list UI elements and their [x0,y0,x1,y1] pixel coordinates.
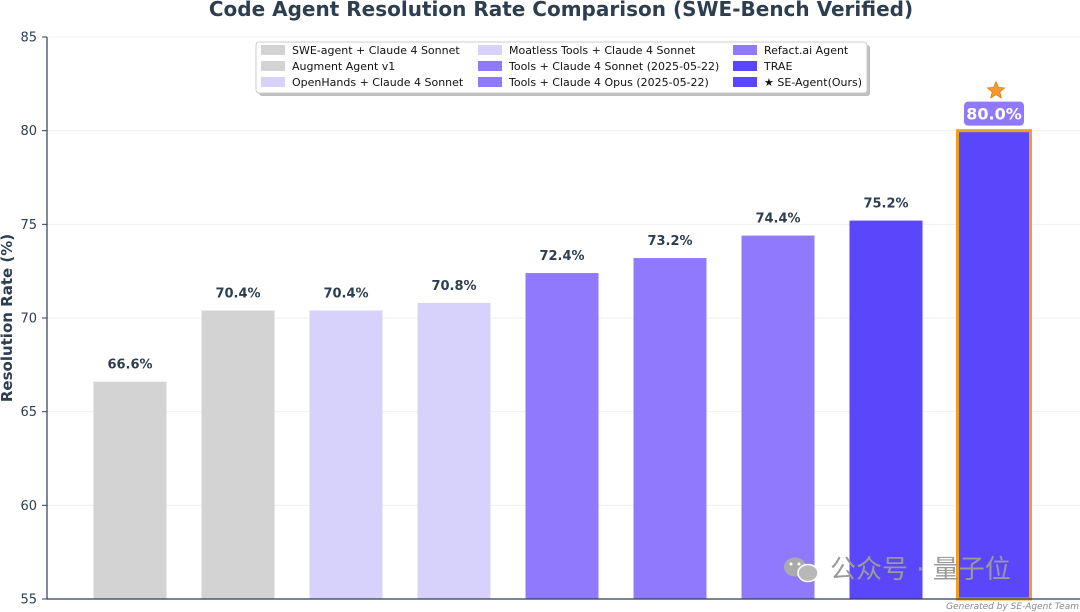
value-label-7: 74.4% [755,212,800,227]
y-tick-label: 65 [20,405,37,420]
footer-credit: Generated by SE-Agent Team [946,602,1079,612]
value-label-4: 70.8% [431,279,476,294]
value-label-8: 75.2% [863,197,908,212]
bars-group [93,129,1032,601]
legend: SWE-agent + Claude 4 Sonnet Augment Agent… [255,41,870,96]
y-axis-ticks: 55 60 65 70 75 80 85 [20,31,47,608]
axes [46,37,1080,600]
legend-swatch-3 [261,77,285,87]
y-axis-label: Resolution Rate (%) [0,234,16,402]
watermark-text: 公众号 · 量子位 [830,555,1011,585]
bar-6 [633,258,707,599]
value-labels-group: 66.6% 70.4% 70.4% 70.8% 72.4% 73.2% 74.4% 75.2%… [107,80,1024,373]
value-label-2: 70.4% [215,287,260,302]
legend-label-8: TRAE [763,60,792,73]
legend-label-5: Tools + Claude 4 Sonnet (2025-05-22) [508,60,719,73]
legend-label-1: SWE-agent + Claude 4 Sonnet [292,44,460,57]
bar-8 [849,220,923,599]
legend-swatch-1 [261,45,285,55]
bar-1 [93,381,167,599]
value-label-5: 72.4% [539,249,584,264]
legend-swatch-6 [478,77,502,87]
legend-swatch-4 [478,45,502,55]
legend-label-4: Moatless Tools + Claude 4 Sonnet [509,44,696,57]
legend-label-9: ★ SE-Agent(Ours) [764,76,862,89]
value-label-1: 66.6% [107,358,152,373]
bar-3 [309,310,383,599]
bar-2 [201,310,275,599]
y-tick-label: 80 [20,124,37,139]
legend-label-7: Refact.ai Agent [764,44,849,57]
y-tick-label: 85 [20,31,37,46]
legend-swatch-7 [733,45,757,55]
value-label-3: 70.4% [323,287,368,302]
y-tick-label: 70 [20,312,37,327]
legend-swatch-5 [478,61,502,71]
legend-swatch-8 [733,61,757,71]
y-tick-label: 55 [20,593,37,608]
watermark: 公众号 · 量子位 [784,555,1011,585]
legend-swatch-2 [261,61,285,71]
bar-5 [525,273,599,599]
star-icon [986,80,1006,99]
value-label-9: 80.0% [966,105,1022,124]
bar-7 [741,235,815,599]
bar-4 [417,303,491,599]
legend-swatch-9 [733,77,757,87]
y-tick-label: 60 [20,499,37,514]
legend-label-2: Augment Agent v1 [292,60,395,73]
highlight-label-box [964,101,1024,126]
bar-9 [956,129,1032,601]
legend-label-6: Tools + Claude 4 Opus (2025-05-22) [508,76,709,89]
chart-title: Code Agent Resolution Rate Comparison (S… [209,0,913,21]
legend-label-3: OpenHands + Claude 4 Sonnet [292,76,464,89]
wechat-icon [784,557,819,583]
legend-box [255,41,868,94]
value-label-6: 73.2% [647,234,692,249]
y-tick-label: 75 [20,218,37,233]
